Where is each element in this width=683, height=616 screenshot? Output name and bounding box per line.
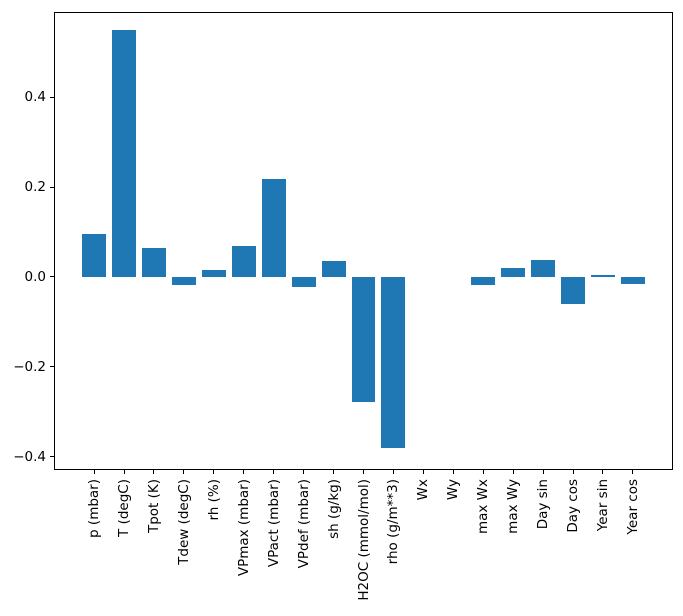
y-tick-label: −0.2 xyxy=(13,358,46,375)
bar-year-sin xyxy=(590,274,615,277)
bar-vpact-mbar xyxy=(261,178,286,277)
x-tick-label-vpdef-mbar: VPdef (mbar) xyxy=(295,479,312,569)
x-tick-label-p-mbar: p (mbar) xyxy=(86,479,103,538)
x-tick-label-wy: Wy xyxy=(445,479,462,501)
x-tick-label-rho-g-m-3: rho (g/m**3) xyxy=(385,479,402,565)
y-tick-label: 0.2 xyxy=(24,179,46,196)
x-tick-label-max-wy: max Wy xyxy=(505,479,522,534)
x-tick-label-t-degc: T (degC) xyxy=(116,479,133,537)
bar-t-degc xyxy=(112,29,136,277)
x-tick-label-rh: rh (%) xyxy=(205,479,222,521)
x-axis-tick xyxy=(303,470,305,474)
x-axis-tick xyxy=(183,470,185,474)
bar-year-cos xyxy=(620,276,645,284)
bar-rho-g-m-3 xyxy=(381,276,406,448)
y-axis-tick xyxy=(50,96,54,98)
x-axis-tick xyxy=(93,470,95,474)
bar-vpmax-mbar xyxy=(231,246,256,277)
x-axis-tick xyxy=(632,470,634,474)
x-axis-tick xyxy=(333,470,335,474)
y-axis-tick xyxy=(50,276,54,278)
x-axis-tick xyxy=(602,470,604,474)
x-axis-tick xyxy=(422,470,424,474)
x-axis-tick xyxy=(243,470,245,474)
x-tick-label-sh-g-kg: sh (g/kg) xyxy=(325,479,342,539)
x-axis-tick xyxy=(512,470,514,474)
y-axis-tick xyxy=(50,456,54,458)
x-axis-tick xyxy=(452,470,454,474)
bar-rh xyxy=(201,270,226,277)
bar-max-wx xyxy=(471,276,496,285)
x-axis-tick xyxy=(572,470,574,474)
x-tick-label-year-cos: Year cos xyxy=(624,479,641,535)
bar-tdew-degc xyxy=(171,276,196,285)
x-tick-label-day-cos: Day cos xyxy=(565,479,582,533)
x-axis-tick xyxy=(482,470,484,474)
bar-p-mbar xyxy=(82,233,107,277)
x-axis-tick xyxy=(542,470,544,474)
x-tick-label-tdew-degc: Tdew (degC) xyxy=(175,479,192,565)
x-axis-tick xyxy=(123,470,125,474)
bar-sh-g-kg xyxy=(321,261,346,277)
x-tick-label-h2oc-mmol-mol: H2OC (mmol/mol) xyxy=(355,479,372,601)
x-tick-label-year-sin: Year sin xyxy=(594,479,611,532)
bar-h2oc-mmol-mol xyxy=(351,276,376,402)
y-tick-label: −0.4 xyxy=(13,448,46,465)
x-tick-label-vpmax-mbar: VPmax (mbar) xyxy=(235,479,252,577)
bar-vpdef-mbar xyxy=(291,276,316,288)
x-tick-label-vpact-mbar: VPact (mbar) xyxy=(265,479,282,568)
bar-tpot-k xyxy=(142,248,166,277)
bar-day-sin xyxy=(531,260,556,277)
y-axis-tick xyxy=(50,186,54,188)
x-axis-tick xyxy=(363,470,364,474)
x-tick-label-max-wx: max Wx xyxy=(475,479,492,535)
x-tick-label-tpot-k: Tpot (K) xyxy=(145,479,162,534)
x-tick-label-day-sin: Day sin xyxy=(535,479,552,530)
bar-day-cos xyxy=(561,276,585,304)
y-axis-tick xyxy=(50,366,54,368)
x-axis-tick xyxy=(153,470,155,474)
x-axis-tick xyxy=(392,470,394,474)
bar-max-wy xyxy=(501,268,526,277)
y-tick-label: 0.0 xyxy=(24,268,46,285)
x-axis-tick xyxy=(273,470,275,474)
y-tick-label: 0.4 xyxy=(24,89,46,106)
x-axis-tick xyxy=(213,470,215,474)
x-tick-label-wx: Wx xyxy=(415,479,432,501)
